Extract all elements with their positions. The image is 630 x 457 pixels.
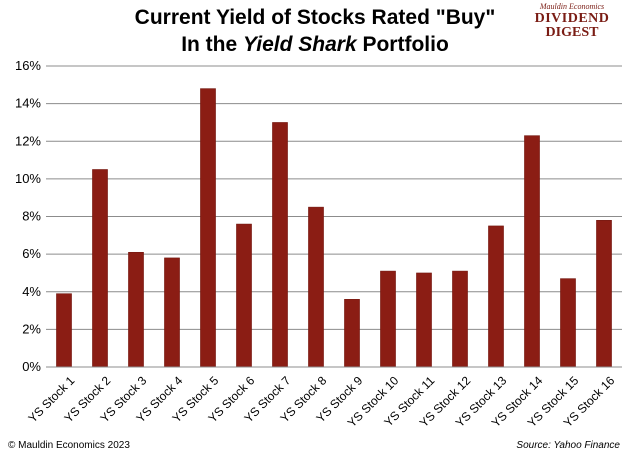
bar-13 — [488, 225, 504, 368]
bars — [56, 88, 612, 368]
y-tick-label: 8% — [22, 209, 41, 224]
chart-title-line1: Current Yield of Stocks Rated "Buy" — [134, 6, 496, 29]
footer-source: Source: Yahoo Finance — [516, 440, 620, 451]
x-axis-tick-labels: YS Stock 1YS Stock 2YS Stock 3YS Stock 4… — [25, 373, 617, 430]
y-tick-label: 12% — [15, 133, 41, 148]
bar-9 — [344, 299, 360, 368]
bar-3 — [128, 251, 144, 368]
bar-7 — [272, 122, 288, 368]
chart-title-line2-suffix: Portfolio — [356, 33, 449, 56]
bar-1 — [56, 293, 72, 368]
y-tick-label: 16% — [15, 58, 41, 73]
chart-title-line2-prefix: In the — [181, 33, 244, 56]
logo-line3: DIGEST — [545, 25, 599, 40]
chart-title-line2-italic: Yield Shark — [243, 33, 357, 56]
chart-title-line2: In the Yield Shark Portfolio — [0, 31, 630, 58]
footer-copyright: © Mauldin Economics 2023 — [8, 440, 130, 451]
bar-14 — [524, 135, 540, 368]
logo-line2: DIVIDEND — [534, 11, 610, 26]
bar-4 — [164, 257, 180, 368]
bar-11 — [416, 272, 432, 368]
y-tick-label: 0% — [22, 359, 41, 374]
logo-line1: Mauldin Economics — [539, 2, 605, 11]
bar-10 — [380, 270, 396, 368]
y-tick-label: 2% — [22, 321, 41, 336]
y-axis-tick-labels: 0% 2% 4% 6% 8% 10% 12% 14% 16% — [15, 58, 41, 374]
y-tick-label: 4% — [22, 284, 41, 299]
chart-title: Current Yield of Stocks Rated "Buy" In t… — [0, 4, 630, 58]
y-tick-label: 6% — [22, 246, 41, 261]
bar-6 — [236, 223, 252, 368]
bar-12 — [452, 270, 468, 368]
bar-8 — [308, 206, 324, 368]
bar-5 — [200, 88, 216, 368]
y-tick-label: 10% — [15, 171, 41, 186]
bar-2 — [92, 169, 108, 368]
y-tick-label: 14% — [15, 96, 41, 111]
bar-15 — [560, 278, 576, 368]
bar-16 — [596, 220, 612, 368]
dividend-digest-logo: Mauldin Economics DIVIDEND DIGEST — [522, 2, 622, 40]
